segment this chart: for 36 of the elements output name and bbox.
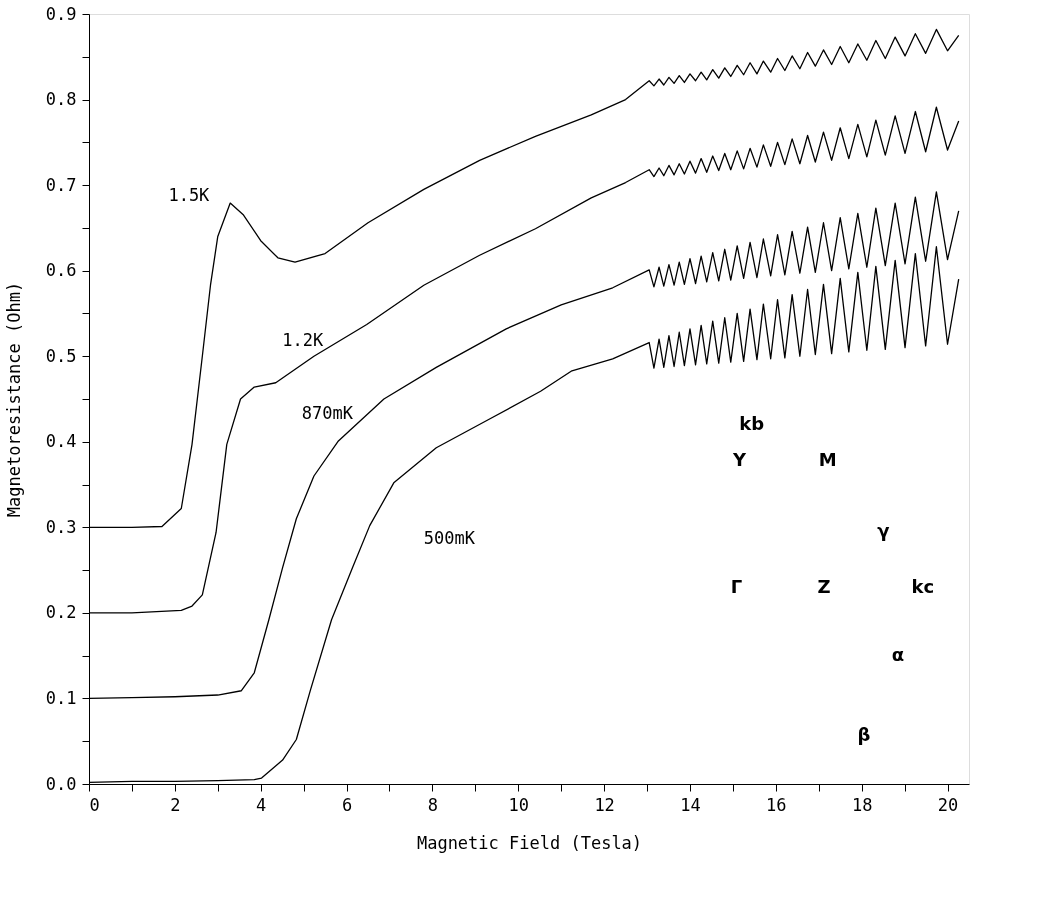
x-tick-label: 6: [341, 794, 353, 815]
text: 500mK: [423, 528, 476, 549]
y-tick-label: 0.2: [45, 602, 77, 623]
y-axis-title: Magnetoresistance (Ohm): [3, 281, 24, 518]
series-label: 870mK: [301, 403, 354, 424]
y-tick-label: 0.6: [45, 260, 77, 281]
x-tick-label: 20: [937, 794, 959, 815]
annotation: α: [891, 643, 905, 665]
y-tick-label: 0.1: [45, 687, 77, 708]
x-tick-label: 16: [766, 794, 787, 815]
series-label: 1.5K: [168, 185, 211, 206]
x-tick-label: 14: [680, 794, 701, 815]
x-axis-title: Magnetic Field (Tesla): [416, 832, 643, 853]
annotation: Y: [731, 449, 747, 471]
x-tick-label: 0: [89, 794, 100, 815]
y-tick-label: 0.0: [45, 773, 77, 794]
y-tick-label: 0.8: [45, 89, 77, 110]
annotation: Γ: [730, 576, 743, 598]
annotation: β: [857, 724, 871, 746]
y-tick-label: 0.4: [45, 431, 77, 452]
y-tick-label: 0.3: [45, 516, 77, 537]
y-tick-label: 0.9: [45, 3, 77, 24]
x-tick-label: 10: [508, 794, 530, 815]
annotation: Z: [817, 576, 831, 598]
series-label: 1.2K: [282, 329, 324, 350]
annotation: M: [818, 449, 837, 471]
y-tick-label: 0.7: [45, 174, 77, 195]
x-tick-label: 4: [256, 794, 267, 815]
x-tick-label: 8: [427, 794, 439, 815]
x-tick-label: 12: [594, 794, 615, 815]
annotation: γ: [877, 520, 890, 542]
x-tick-label: 2: [170, 794, 181, 815]
annotation: kc: [911, 576, 935, 598]
annotation: kb: [739, 412, 765, 434]
x-tick-label: 18: [851, 794, 873, 815]
y-tick-label: 0.5: [45, 345, 77, 366]
